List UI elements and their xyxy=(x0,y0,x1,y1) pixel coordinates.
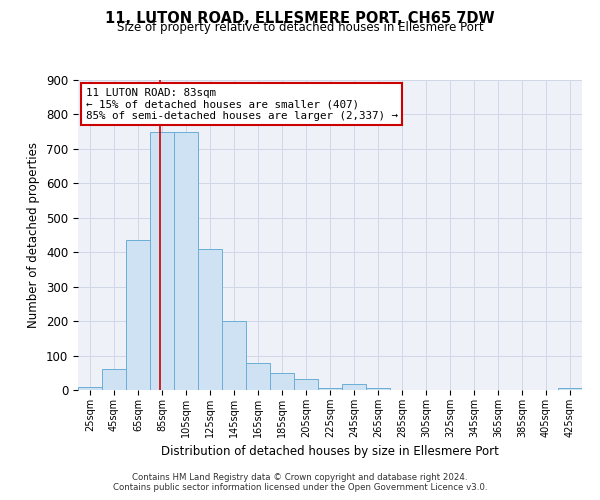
Text: 11 LUTON ROAD: 83sqm
← 15% of detached houses are smaller (407)
85% of semi-deta: 11 LUTON ROAD: 83sqm ← 15% of detached h… xyxy=(86,88,398,121)
Bar xyxy=(199,249,221,390)
Bar xyxy=(79,386,101,390)
Bar xyxy=(127,240,149,390)
X-axis label: Distribution of detached houses by size in Ellesmere Port: Distribution of detached houses by size … xyxy=(161,446,499,458)
Bar xyxy=(247,363,269,390)
Bar xyxy=(319,388,341,390)
Bar xyxy=(223,321,245,390)
Bar xyxy=(103,370,125,390)
Bar xyxy=(175,132,197,390)
Text: Size of property relative to detached houses in Ellesmere Port: Size of property relative to detached ho… xyxy=(116,22,484,35)
Bar xyxy=(295,378,317,390)
Bar xyxy=(343,384,365,390)
Bar xyxy=(271,374,293,390)
Text: 11, LUTON ROAD, ELLESMERE PORT, CH65 7DW: 11, LUTON ROAD, ELLESMERE PORT, CH65 7DW xyxy=(105,11,495,26)
Y-axis label: Number of detached properties: Number of detached properties xyxy=(28,142,40,328)
Bar xyxy=(559,388,581,390)
Bar xyxy=(367,388,389,390)
Text: Contains HM Land Registry data © Crown copyright and database right 2024.
Contai: Contains HM Land Registry data © Crown c… xyxy=(113,473,487,492)
Bar xyxy=(151,132,173,390)
